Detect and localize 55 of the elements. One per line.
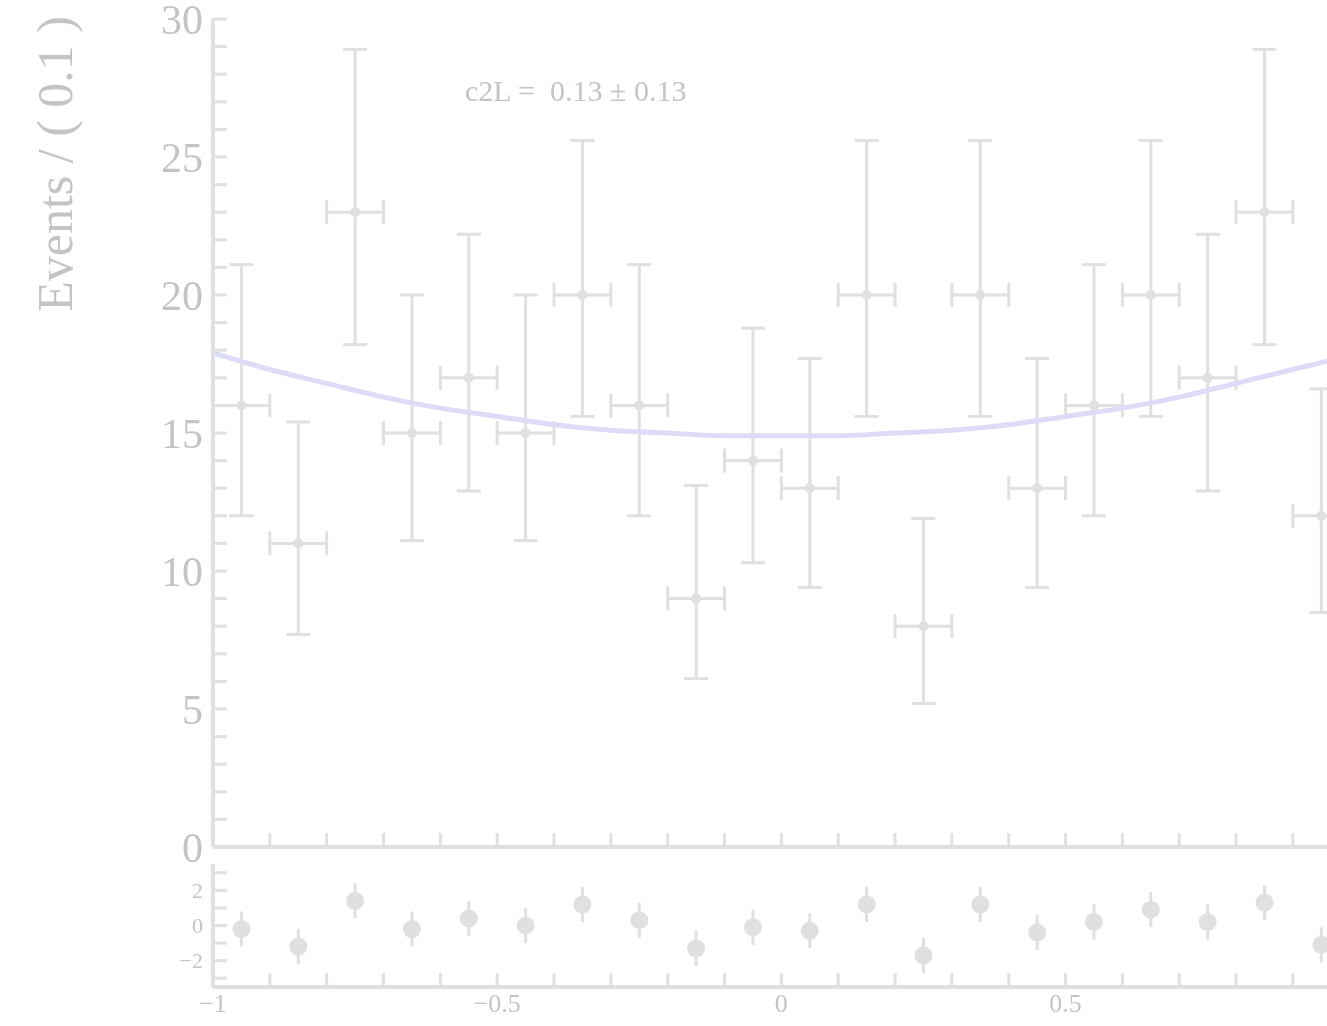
- y-tick-label: 10: [161, 548, 203, 595]
- point: [861, 290, 872, 300]
- x-tick-label: 0: [774, 988, 788, 1018]
- point: [350, 207, 361, 218]
- point: [804, 483, 815, 494]
- point: [634, 400, 645, 411]
- point: [293, 538, 304, 549]
- y-tick-label: 25: [161, 134, 203, 181]
- point: [573, 895, 592, 914]
- y-tick-label: 20: [161, 272, 203, 319]
- point: [1198, 912, 1217, 931]
- point: [577, 290, 588, 300]
- point: [1088, 400, 1099, 411]
- point: [743, 918, 762, 937]
- point: [1084, 912, 1103, 931]
- point: [1141, 900, 1160, 919]
- point: [1028, 923, 1047, 942]
- point: [800, 921, 819, 940]
- y-tick-label: 2: [192, 878, 203, 904]
- point: [1316, 510, 1327, 521]
- annotation: c2L = 0.13 ± 0.13: [465, 74, 687, 108]
- y-tick-label: 0: [192, 913, 203, 939]
- point: [1032, 483, 1043, 494]
- point: [914, 946, 933, 965]
- point: [1145, 290, 1156, 300]
- y-tick-label: 5: [182, 686, 203, 733]
- point: [1202, 372, 1213, 383]
- point: [918, 621, 929, 632]
- point: [971, 895, 990, 914]
- point: [459, 909, 478, 928]
- x-tick-label: −1: [199, 988, 227, 1018]
- point: [463, 372, 474, 383]
- point: [630, 911, 649, 930]
- point: [857, 895, 876, 914]
- point: [687, 939, 706, 958]
- point: [747, 455, 758, 466]
- point: [236, 400, 247, 411]
- y-tick-label: −2: [179, 948, 203, 974]
- point: [1255, 893, 1274, 912]
- y-tick-label: 30: [161, 0, 203, 43]
- y-tick-label: 0: [182, 824, 203, 871]
- point: [402, 920, 421, 939]
- point: [406, 428, 417, 438]
- point: [520, 428, 531, 438]
- y-axis-title: Events / ( 0.1 ): [27, 16, 83, 312]
- point: [516, 916, 535, 935]
- point: [232, 920, 251, 939]
- point: [975, 290, 986, 300]
- point: [346, 891, 365, 910]
- point: [1259, 207, 1270, 218]
- x-tick-label: 0.5: [1049, 988, 1082, 1018]
- point: [691, 593, 702, 604]
- x-tick-label: −0.5: [473, 988, 521, 1018]
- y-tick-label: 15: [161, 410, 203, 457]
- point: [289, 937, 308, 956]
